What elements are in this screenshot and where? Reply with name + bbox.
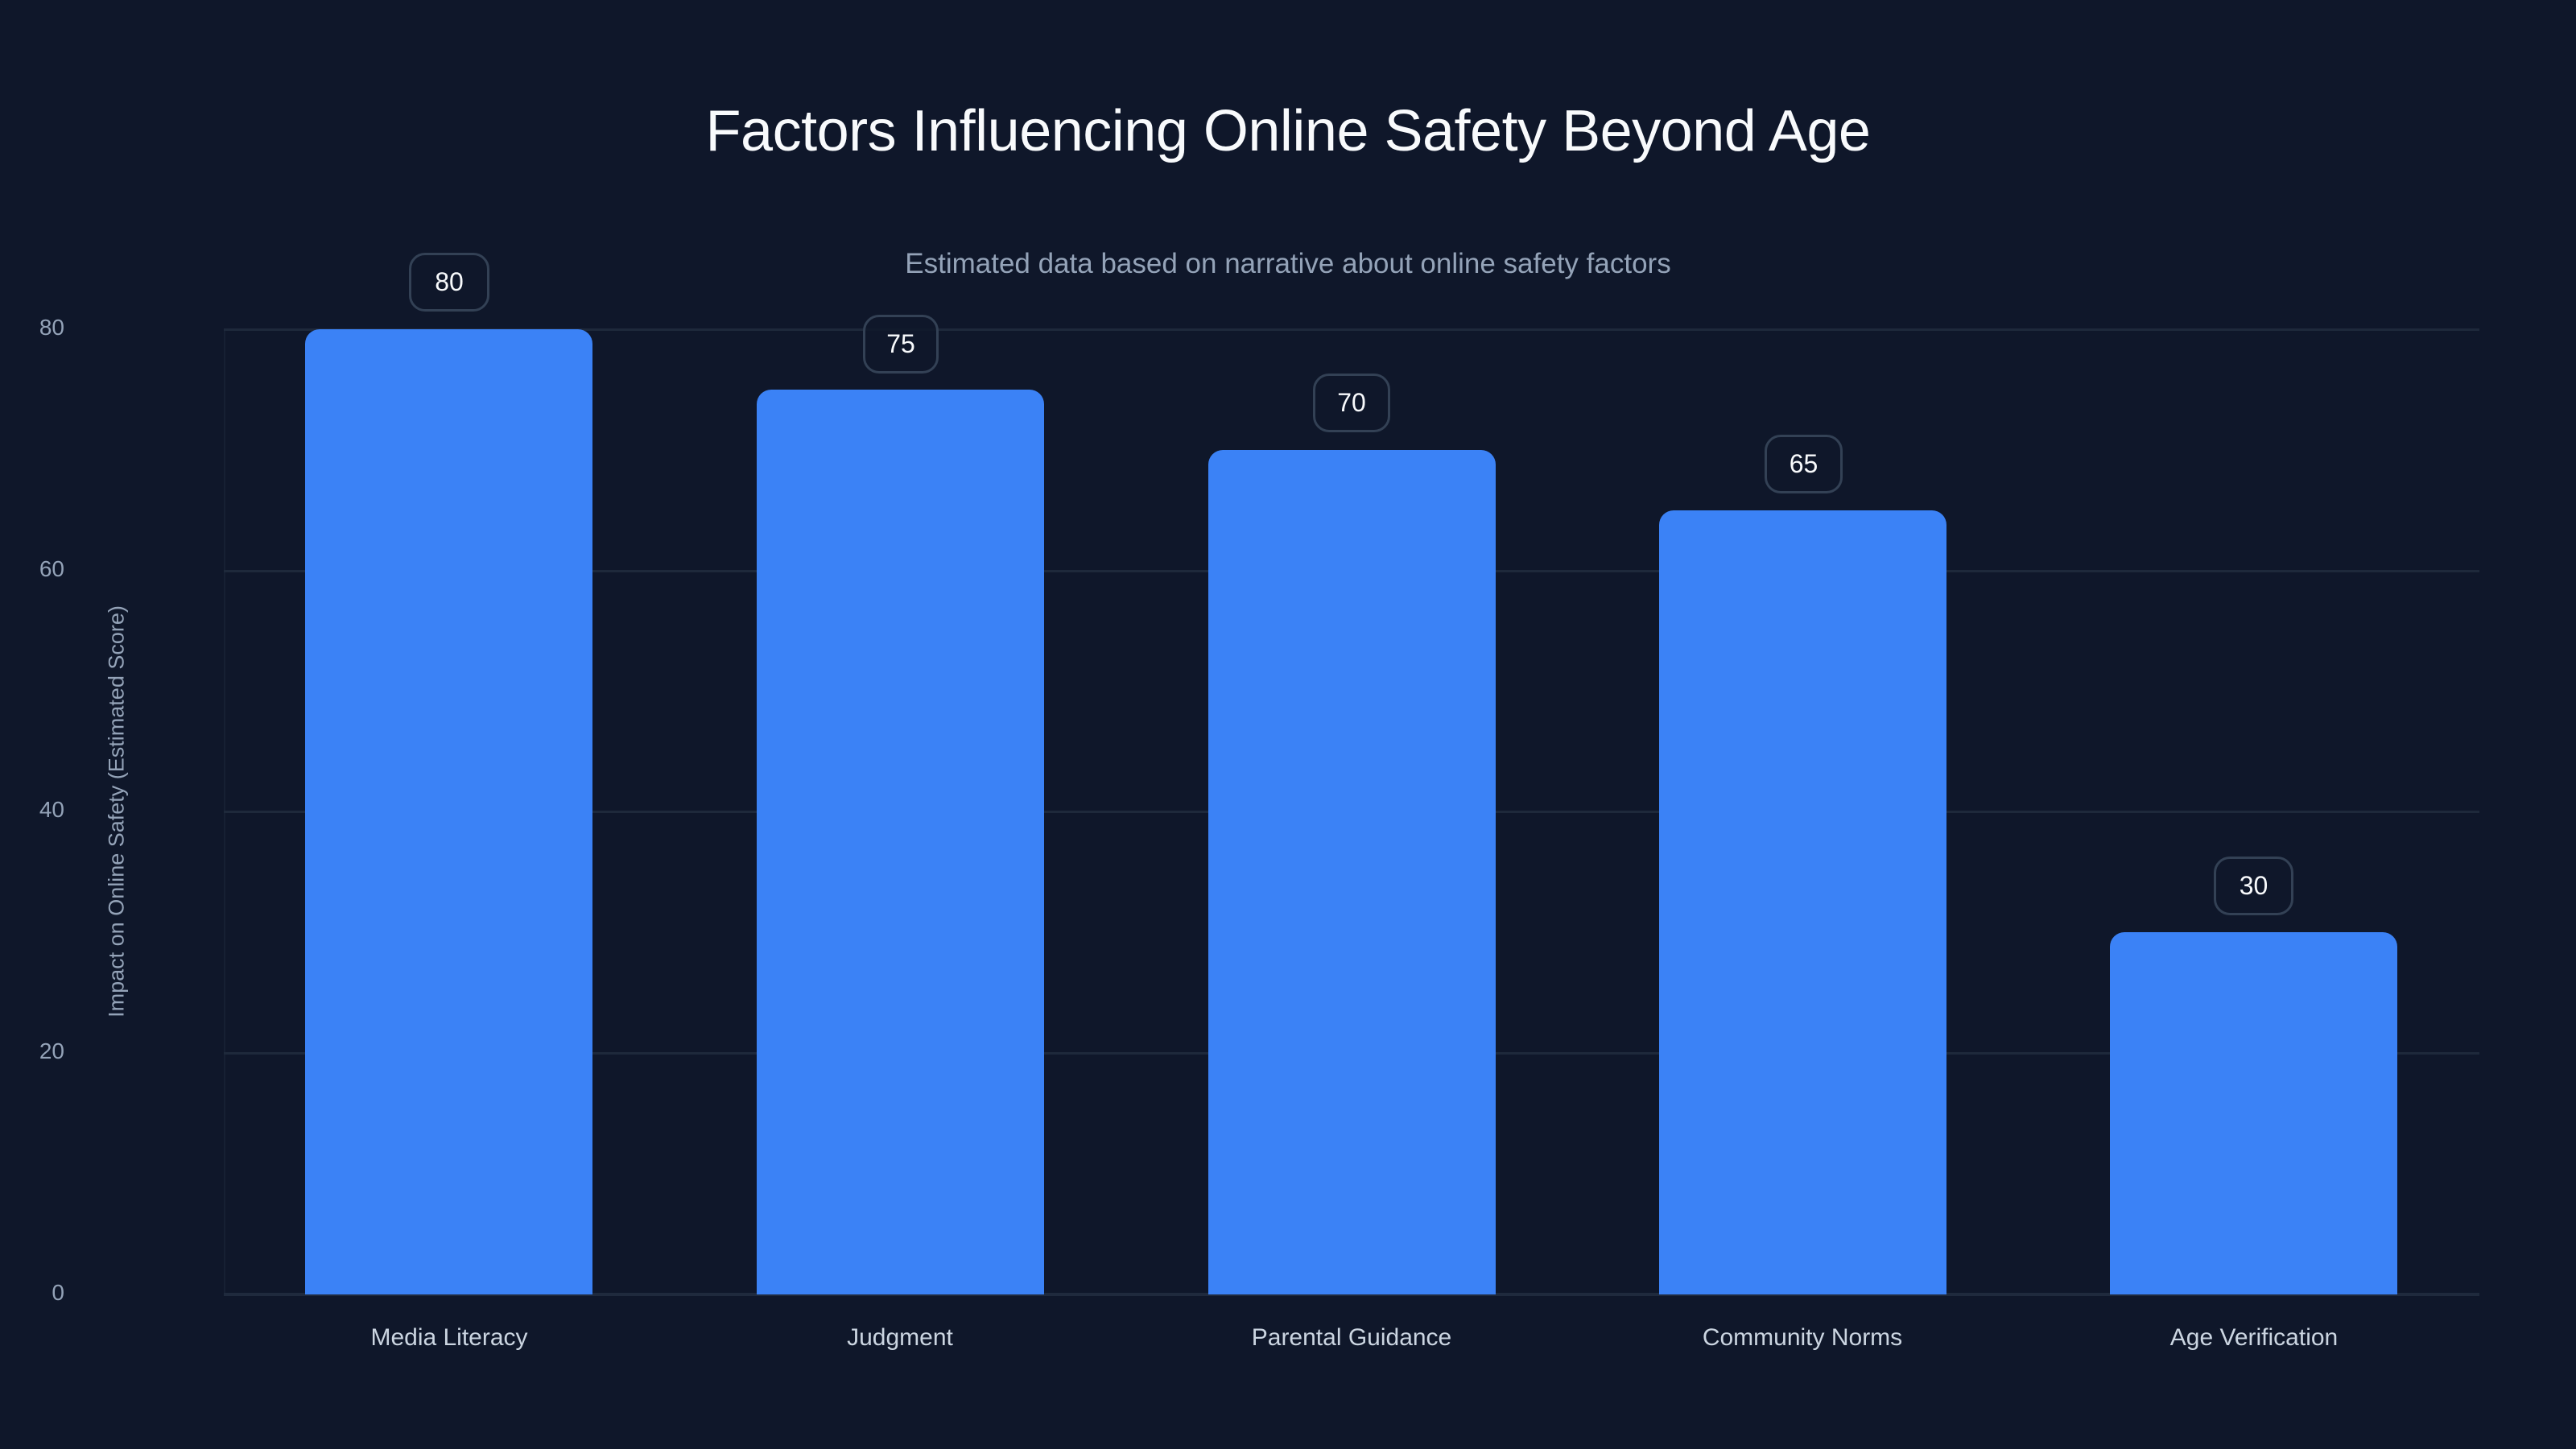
bar-parental-guidance[interactable]: [1208, 450, 1496, 1294]
value-label-community-norms: 65: [1765, 435, 1843, 493]
bar-community-norms[interactable]: [1659, 510, 1946, 1294]
y-axis-title: Impact on Online Safety (Estimated Score…: [104, 605, 129, 1018]
x-tick-parental-guidance: Parental Guidance: [1251, 1324, 1452, 1351]
y-tick-80: 80: [39, 315, 64, 340]
x-tick-community-norms: Community Norms: [1702, 1324, 1903, 1351]
y-tick-40: 40: [39, 797, 64, 822]
value-label-parental-guidance: 70: [1313, 374, 1390, 432]
x-tick-media-literacy: Media Literacy: [370, 1324, 528, 1351]
y-tick-20: 20: [39, 1038, 64, 1063]
x-tick-age-verification: Age Verification: [2169, 1324, 2339, 1351]
bar-media-literacy[interactable]: [305, 329, 592, 1294]
value-label-age-verification: 30: [2214, 857, 2293, 915]
value-label-media-literacy: 80: [409, 253, 489, 312]
gridline-80: [224, 328, 2479, 331]
bar-judgment[interactable]: [757, 390, 1044, 1294]
chart-subtitle: Estimated data based on narrative about …: [905, 248, 1671, 279]
chart-title: Factors Influencing Online Safety Beyond…: [705, 99, 1871, 163]
y-tick-60: 60: [39, 556, 64, 581]
value-label-judgment: 75: [863, 315, 939, 374]
bar-age-verification[interactable]: [2110, 932, 2397, 1294]
x-tick-judgment: Judgment: [847, 1324, 953, 1351]
x-axis-baseline: [224, 1293, 2479, 1296]
y-tick-0: 0: [52, 1280, 64, 1305]
